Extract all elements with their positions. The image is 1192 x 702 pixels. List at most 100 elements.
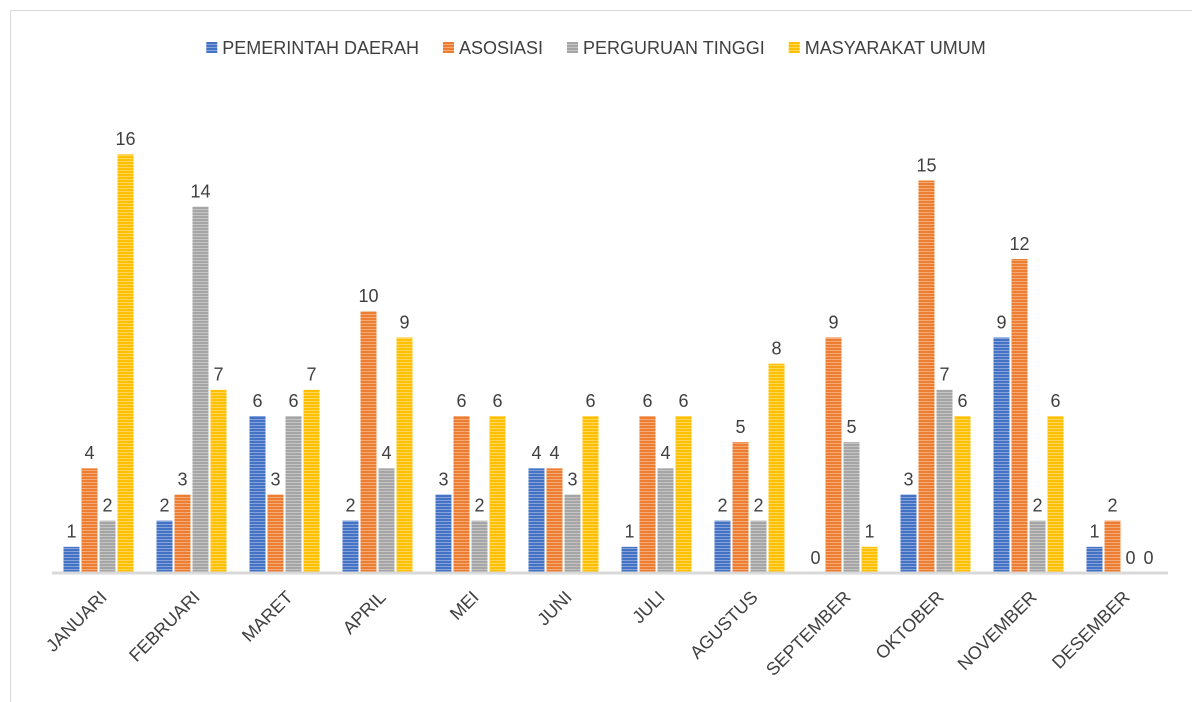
bar xyxy=(750,520,767,573)
data-label: 3 xyxy=(903,469,913,489)
data-label: 7 xyxy=(939,365,949,385)
data-label: 0 xyxy=(810,548,820,568)
data-label: 1 xyxy=(864,522,874,542)
x-tick-label: JANUARI xyxy=(42,587,111,656)
data-label: 16 xyxy=(115,129,135,149)
bar xyxy=(861,546,878,573)
bar xyxy=(267,494,284,573)
bar xyxy=(1104,520,1121,573)
data-label: 3 xyxy=(567,469,577,489)
bar xyxy=(378,468,395,573)
data-label: 2 xyxy=(102,495,112,515)
bar xyxy=(81,468,98,573)
bar xyxy=(1029,520,1046,573)
bar xyxy=(993,337,1010,573)
bar xyxy=(489,416,506,573)
bar xyxy=(303,389,320,573)
bar xyxy=(1047,416,1064,573)
data-label: 2 xyxy=(1032,495,1042,515)
data-label: 4 xyxy=(84,443,94,463)
data-label: 6 xyxy=(585,391,595,411)
bar xyxy=(285,416,302,573)
bar xyxy=(1011,259,1028,573)
x-tick-label: OKTOBER xyxy=(872,587,948,663)
legend-label: PERGURUAN TINGGI xyxy=(583,38,765,58)
bar xyxy=(675,416,692,573)
bar xyxy=(825,337,842,573)
data-label: 1 xyxy=(1089,522,1099,542)
bar xyxy=(360,311,377,573)
data-label: 10 xyxy=(358,286,378,306)
data-label: 6 xyxy=(678,391,688,411)
data-label: 2 xyxy=(1107,495,1117,515)
x-tick-label: JUNI xyxy=(533,587,575,629)
data-label: 1 xyxy=(624,522,634,542)
x-tick-label: MARET xyxy=(238,587,297,646)
bar xyxy=(639,416,656,573)
data-label: 1 xyxy=(66,522,76,542)
data-label: 2 xyxy=(474,495,484,515)
bar xyxy=(174,494,191,573)
legend-swatch xyxy=(567,42,579,53)
bar xyxy=(396,337,413,573)
bar xyxy=(954,416,971,573)
bar xyxy=(621,546,638,573)
data-label: 7 xyxy=(306,365,316,385)
data-label: 6 xyxy=(492,391,502,411)
bar xyxy=(732,442,749,573)
bar xyxy=(714,520,731,573)
data-label: 8 xyxy=(771,338,781,358)
bar xyxy=(900,494,917,573)
data-label: 3 xyxy=(177,469,187,489)
data-label: 6 xyxy=(642,391,652,411)
data-label: 14 xyxy=(190,181,210,201)
bar xyxy=(582,416,599,573)
data-label: 5 xyxy=(735,417,745,437)
bar xyxy=(156,520,173,573)
data-label: 0 xyxy=(1143,548,1153,568)
bar xyxy=(546,468,563,573)
bar xyxy=(936,389,953,573)
data-label: 4 xyxy=(660,443,670,463)
data-label: 9 xyxy=(996,312,1006,332)
data-label: 2 xyxy=(717,495,727,515)
legend-label: PEMERINTAH DAERAH xyxy=(222,38,419,58)
x-tick-label: SEPTEMBER xyxy=(762,587,855,680)
data-label: 2 xyxy=(753,495,763,515)
bar xyxy=(117,154,134,574)
bar xyxy=(249,416,266,573)
legend-label: MASYARAKAT UMUM xyxy=(805,38,986,58)
data-label: 12 xyxy=(1009,234,1029,254)
data-label: 3 xyxy=(438,469,448,489)
legend-swatch xyxy=(442,42,454,53)
data-label: 5 xyxy=(846,417,856,437)
data-label: 7 xyxy=(213,365,223,385)
x-tick-label: FEBRUARI xyxy=(125,587,203,665)
bar xyxy=(768,363,785,573)
data-label: 6 xyxy=(252,391,262,411)
legend-swatch xyxy=(788,42,800,53)
legend-swatch xyxy=(206,42,218,53)
bar xyxy=(1086,546,1103,573)
bar xyxy=(564,494,581,573)
data-label: 6 xyxy=(456,391,466,411)
bar xyxy=(192,206,209,573)
legend-label: ASOSIASI xyxy=(459,38,543,58)
bar xyxy=(342,520,359,573)
data-label: 3 xyxy=(270,469,280,489)
legend: PEMERINTAH DAERAH ASOSIASI PERGURUAN TINGG… xyxy=(206,38,986,58)
bar xyxy=(528,468,545,573)
x-tick-label: DESEMBER xyxy=(1048,587,1134,673)
data-label: 4 xyxy=(549,443,559,463)
bar xyxy=(210,389,227,573)
data-label: 4 xyxy=(381,443,391,463)
data-label: 9 xyxy=(828,312,838,332)
data-label: 6 xyxy=(288,391,298,411)
data-label: 2 xyxy=(159,495,169,515)
data-label: 9 xyxy=(399,312,409,332)
data-label: 6 xyxy=(957,391,967,411)
data-label: 2 xyxy=(345,495,355,515)
chart-frame xyxy=(10,10,1192,702)
